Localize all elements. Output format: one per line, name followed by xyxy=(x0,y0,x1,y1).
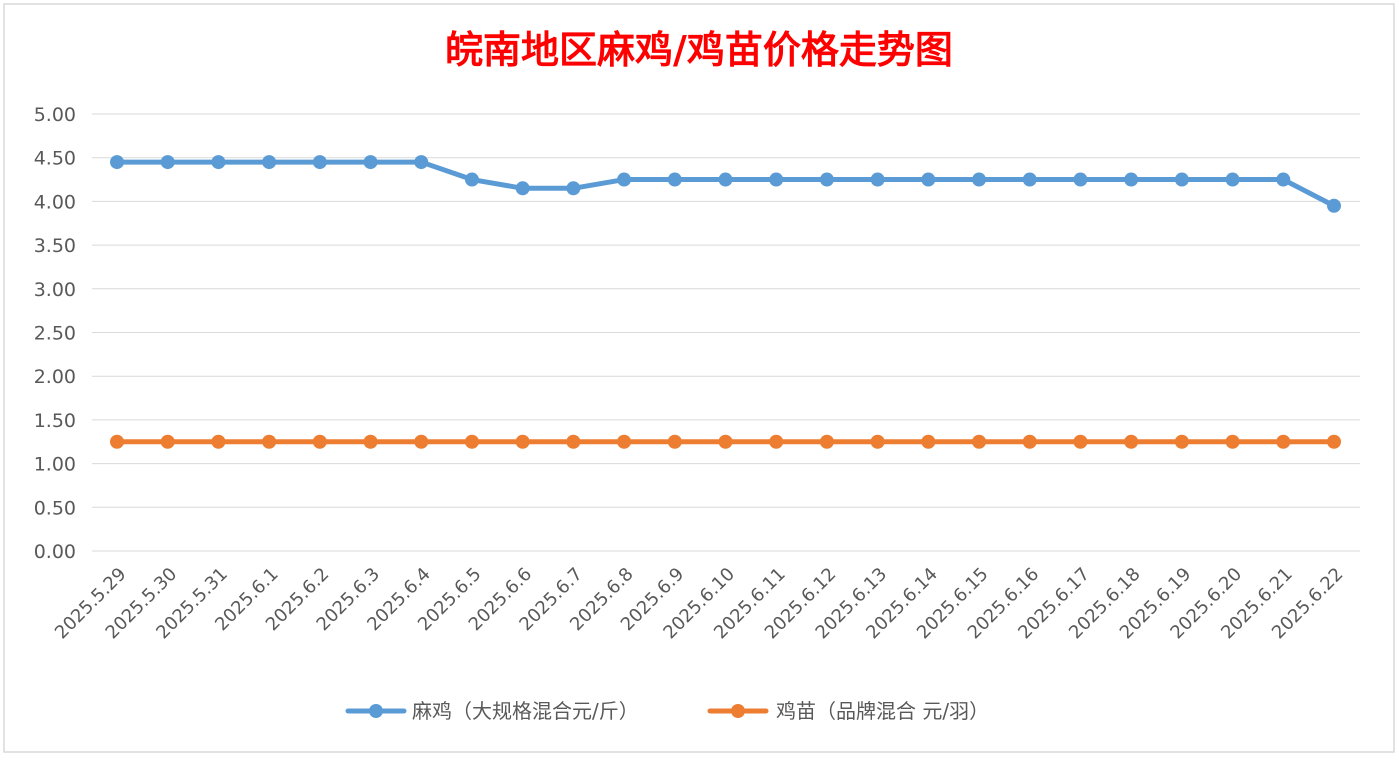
data-point xyxy=(515,181,530,196)
data-point xyxy=(1327,198,1341,213)
data-point xyxy=(718,434,733,449)
data-point xyxy=(1174,434,1189,449)
data-point xyxy=(870,434,885,449)
data-point xyxy=(363,434,378,449)
legend-item: 麻鸡（大规格混合元/斤） xyxy=(345,699,639,723)
data-point xyxy=(160,434,175,449)
data-point xyxy=(870,172,885,187)
y-tick-label: 0.00 xyxy=(34,541,76,563)
data-point xyxy=(1276,434,1291,449)
data-point xyxy=(617,172,632,187)
data-point xyxy=(1022,434,1037,449)
data-point xyxy=(363,155,378,170)
data-point xyxy=(566,434,581,449)
legend-item: 鸡苗（品牌混合 元/羽） xyxy=(707,699,989,723)
data-point xyxy=(312,155,327,170)
y-tick-label: 1.50 xyxy=(34,410,76,432)
y-tick-label: 3.50 xyxy=(34,235,76,257)
data-point xyxy=(769,434,784,449)
data-point xyxy=(1225,172,1240,187)
data-point xyxy=(464,434,479,449)
data-point xyxy=(160,155,175,170)
legend-label: 鸡苗（品牌混合 元/羽） xyxy=(776,699,989,723)
data-point xyxy=(667,172,682,187)
data-point xyxy=(110,434,124,449)
data-point xyxy=(1124,172,1139,187)
data-point xyxy=(515,434,530,449)
grid-lines xyxy=(92,113,1360,552)
data-point xyxy=(667,434,682,449)
data-point xyxy=(769,172,784,187)
legend-swatch-marker xyxy=(731,704,745,718)
data-point xyxy=(921,172,936,187)
data-point xyxy=(819,434,834,449)
data-point xyxy=(262,434,277,449)
data-point xyxy=(1225,434,1240,449)
data-point xyxy=(566,181,581,196)
y-tick-label: 4.50 xyxy=(34,148,76,170)
legend-label: 麻鸡（大规格混合元/斤） xyxy=(412,699,639,723)
data-point xyxy=(921,434,936,449)
data-point xyxy=(464,172,479,187)
legend: 麻鸡（大规格混合元/斤） 鸡苗（品牌混合 元/羽） xyxy=(345,699,989,723)
chart-border xyxy=(3,3,1395,753)
data-point xyxy=(972,172,987,187)
data-point xyxy=(110,155,124,170)
data-point xyxy=(718,172,733,187)
series-1 xyxy=(110,155,1341,213)
data-point xyxy=(1276,172,1291,187)
y-axis-ticks: 0.00 0.50 1.00 1.50 2.00 2.50 3.00 3.50 4.00 4.50… xyxy=(34,104,76,563)
data-point xyxy=(211,155,226,170)
data-point xyxy=(1174,172,1189,187)
data-point xyxy=(414,155,429,170)
series-2 xyxy=(110,434,1341,449)
y-tick-label: 5.00 xyxy=(34,104,76,126)
data-point xyxy=(1073,434,1088,449)
data-point xyxy=(414,434,429,449)
data-point xyxy=(1022,172,1037,187)
y-tick-label: 2.50 xyxy=(34,323,76,345)
y-tick-label: 0.50 xyxy=(34,497,76,519)
data-point xyxy=(972,434,987,449)
data-point xyxy=(1327,434,1341,449)
y-tick-label: 4.00 xyxy=(34,191,76,213)
data-point xyxy=(262,155,277,170)
chart-title: 皖南地区麻鸡/鸡苗价格走势图 xyxy=(445,27,953,72)
data-point xyxy=(819,172,834,187)
data-point xyxy=(211,434,226,449)
data-point xyxy=(1124,434,1139,449)
legend-swatch-marker xyxy=(369,704,383,718)
data-point xyxy=(312,434,327,449)
y-tick-label: 3.00 xyxy=(34,279,76,301)
data-point xyxy=(617,434,632,449)
y-tick-label: 1.00 xyxy=(34,454,76,476)
y-tick-label: 2.00 xyxy=(34,366,76,388)
data-point xyxy=(1073,172,1088,187)
series-lines xyxy=(110,155,1341,449)
